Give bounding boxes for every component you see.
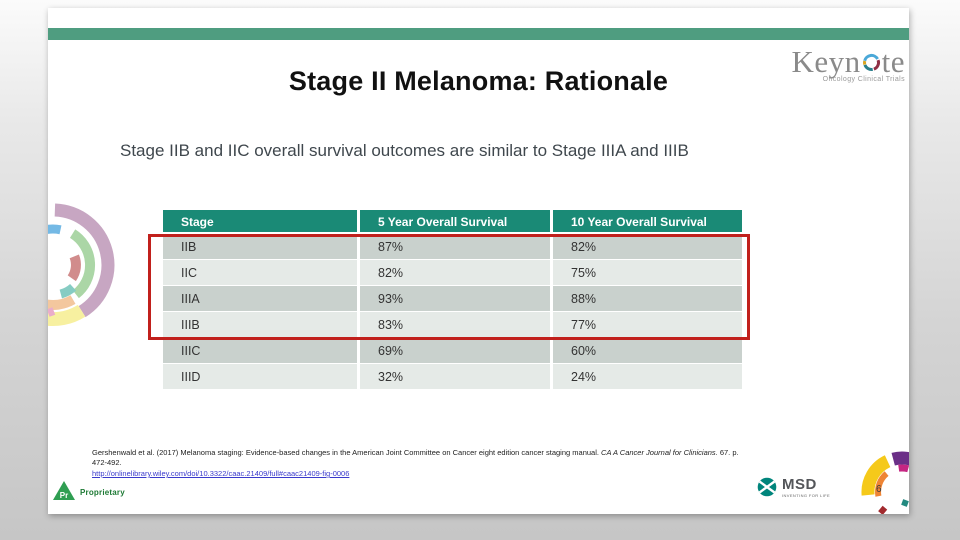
cell-5yr: 93% — [360, 286, 553, 312]
table-row-iiic: IIIC 69% 60% — [163, 338, 742, 364]
table-row-iib: IIB 87% 82% — [163, 234, 742, 260]
left-arc-decoration — [48, 190, 120, 350]
msd-logo: MSD INVENTING FOR LIFE — [757, 477, 830, 498]
msd-tagline: INVENTING FOR LIFE — [782, 493, 831, 498]
slide-accent-bar — [48, 28, 909, 40]
cell-10yr: 77% — [553, 312, 742, 338]
slide-subtitle: Stage IIB and IIC overall survival outco… — [120, 141, 689, 160]
right-arc-decoration — [843, 447, 909, 514]
keynote-ring-o-icon — [862, 46, 881, 78]
table-row-iic: IIC 82% 75% — [163, 260, 742, 286]
citation-text: Gershenwald et al. (2017) Melanoma stagi… — [92, 448, 599, 457]
table-header-stage: Stage — [163, 210, 360, 234]
cell-10yr: 60% — [553, 338, 742, 364]
cell-stage: IIIC — [163, 338, 360, 364]
proprietary-marking: Pr Proprietary — [52, 480, 125, 501]
proprietary-triangle-icon: Pr — [53, 481, 75, 500]
citation-link[interactable]: http://onlinelibrary.wiley.com/doi/10.33… — [92, 469, 350, 478]
table-row-iiia: IIIA 93% 88% — [163, 286, 742, 312]
survival-table: Stage 5 Year Overall Survival 10 Year Ov… — [163, 210, 742, 390]
msd-wordmark: MSD — [782, 476, 817, 493]
cell-stage: IIIA — [163, 286, 360, 312]
keynote-text-post: te — [881, 44, 905, 79]
table-row-iiib: IIIB 83% 77% — [163, 312, 742, 338]
cell-10yr: 88% — [553, 286, 742, 312]
keynote-text-pre: Keyn — [791, 44, 861, 79]
page-number: 6 — [876, 484, 882, 495]
citation: Gershenwald et al. (2017) Melanoma stagi… — [92, 448, 747, 479]
table-header-5yr: 5 Year Overall Survival — [360, 210, 553, 234]
cell-5yr: 32% — [360, 364, 553, 390]
citation-pages: 67. p. 472-492. — [92, 448, 739, 467]
proprietary-label: Proprietary — [80, 488, 125, 497]
table-header-10yr: 10 Year Overall Survival — [553, 210, 742, 234]
cell-stage: IIC — [163, 260, 360, 286]
msd-icon — [757, 477, 777, 497]
cell-10yr: 82% — [553, 234, 742, 260]
cell-5yr: 83% — [360, 312, 553, 338]
keynote-wordmark: Keyn te — [791, 46, 905, 78]
citation-journal: CA A Cancer Journal for Clinicians. — [598, 448, 718, 457]
cell-5yr: 69% — [360, 338, 553, 364]
cell-stage: IIIB — [163, 312, 360, 338]
cell-5yr: 87% — [360, 234, 553, 260]
cell-stage: IIB — [163, 234, 360, 260]
cell-10yr: 24% — [553, 364, 742, 390]
presentation-slide: Keyn te Oncology Clinical Trials Stage I… — [48, 8, 909, 514]
keynote-tagline: Oncology Clinical Trials — [822, 76, 905, 83]
table-row-iiid: IIID 32% 24% — [163, 364, 742, 390]
cell-stage: IIID — [163, 364, 360, 390]
cell-10yr: 75% — [553, 260, 742, 286]
table-header-row: Stage 5 Year Overall Survival 10 Year Ov… — [163, 210, 742, 234]
page-title: Stage II Melanoma: Rationale — [288, 66, 669, 96]
keynote-logo: Keyn te Oncology Clinical Trials — [791, 46, 905, 84]
table-body: IIB 87% 82% IIC 82% 75% IIIA 93% 88% III… — [163, 234, 742, 390]
svg-text:Pr: Pr — [60, 491, 68, 500]
cell-5yr: 82% — [360, 260, 553, 286]
